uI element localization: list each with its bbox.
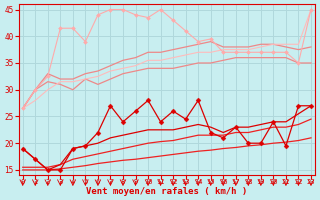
X-axis label: Vent moyen/en rafales ( km/h ): Vent moyen/en rafales ( km/h ) (86, 187, 247, 196)
